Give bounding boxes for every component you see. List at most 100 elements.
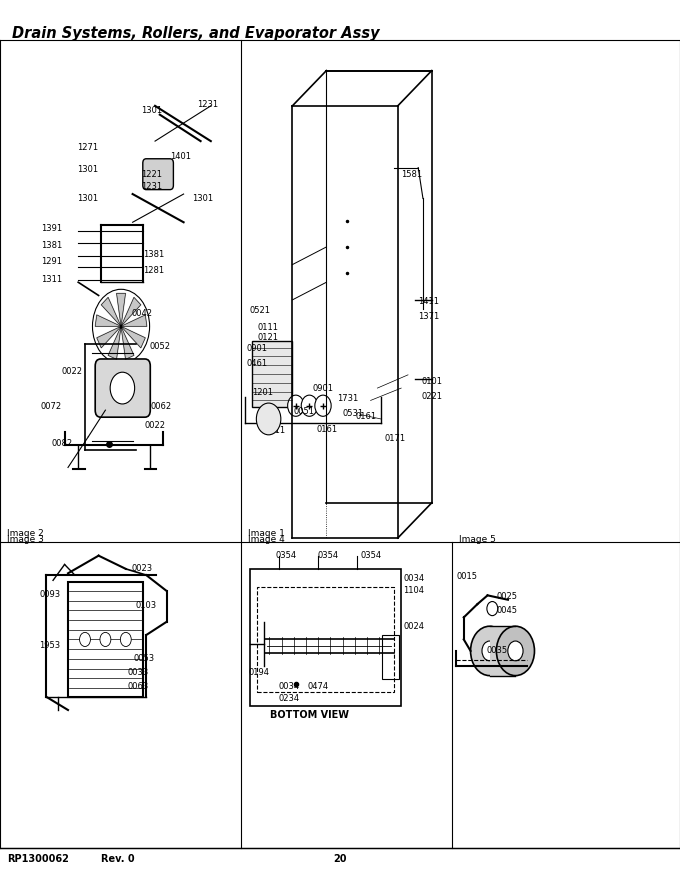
Circle shape <box>508 641 523 661</box>
Text: 1311: 1311 <box>41 275 62 284</box>
Polygon shape <box>101 297 121 326</box>
Text: 0023: 0023 <box>131 564 152 573</box>
Text: 1221: 1221 <box>141 170 162 179</box>
Circle shape <box>80 632 90 647</box>
Bar <box>490 626 515 676</box>
Polygon shape <box>121 326 134 359</box>
Text: 0901: 0901 <box>313 384 334 392</box>
Text: 0121: 0121 <box>257 333 278 342</box>
Text: 0111: 0111 <box>257 323 278 332</box>
Polygon shape <box>121 297 141 326</box>
Text: 0234: 0234 <box>279 694 300 703</box>
Text: Image 4: Image 4 <box>248 535 285 544</box>
Text: Image 1: Image 1 <box>248 529 285 538</box>
Text: 0082: 0082 <box>51 439 72 448</box>
Circle shape <box>256 403 281 435</box>
Text: 0024: 0024 <box>403 622 424 631</box>
Circle shape <box>482 641 497 661</box>
Text: 0053: 0053 <box>133 654 154 663</box>
Text: 0354: 0354 <box>318 551 339 560</box>
Circle shape <box>100 632 111 647</box>
Text: 1301: 1301 <box>192 194 214 203</box>
Circle shape <box>315 395 331 416</box>
Text: 0354: 0354 <box>275 551 296 560</box>
Text: 0194: 0194 <box>249 669 270 677</box>
Text: 0521: 0521 <box>250 306 271 315</box>
Bar <box>250 569 401 706</box>
Polygon shape <box>116 294 126 326</box>
Text: 0035: 0035 <box>486 647 507 655</box>
Text: Image 5: Image 5 <box>459 535 496 544</box>
Polygon shape <box>121 315 147 326</box>
Text: 0033: 0033 <box>128 668 149 676</box>
Text: 0531: 0531 <box>342 409 363 418</box>
Polygon shape <box>121 326 146 348</box>
Text: 0221: 0221 <box>422 392 443 400</box>
Text: 1391: 1391 <box>41 224 62 233</box>
Text: 1301: 1301 <box>77 165 98 174</box>
Text: 1104: 1104 <box>403 586 424 594</box>
Text: 0034: 0034 <box>403 574 424 583</box>
Bar <box>68 582 143 697</box>
Text: 0051: 0051 <box>294 407 315 416</box>
Text: 1381: 1381 <box>143 250 164 258</box>
Text: 1231: 1231 <box>197 100 218 108</box>
Text: 0161: 0161 <box>356 412 377 421</box>
Text: 0161: 0161 <box>316 425 337 434</box>
Bar <box>252 341 292 407</box>
Text: 0093: 0093 <box>39 590 61 599</box>
Text: 1611: 1611 <box>264 426 285 435</box>
Text: 0062: 0062 <box>151 402 172 411</box>
Circle shape <box>288 395 304 416</box>
Text: 1231: 1231 <box>141 182 162 191</box>
Text: Rev. 0: Rev. 0 <box>101 854 134 864</box>
Text: 1371: 1371 <box>418 312 439 321</box>
Bar <box>382 635 399 679</box>
Text: 0025: 0025 <box>496 592 517 601</box>
Text: Drain Systems, Rollers, and Evaporator Assy: Drain Systems, Rollers, and Evaporator A… <box>12 26 380 41</box>
FancyBboxPatch shape <box>143 159 173 190</box>
Text: 0045: 0045 <box>496 606 517 615</box>
Text: 0034: 0034 <box>279 682 300 691</box>
Polygon shape <box>108 326 121 359</box>
Circle shape <box>496 626 534 676</box>
Text: 0022: 0022 <box>144 421 165 430</box>
Circle shape <box>110 372 135 404</box>
Text: 0474: 0474 <box>307 682 328 691</box>
Text: 1401: 1401 <box>170 153 191 161</box>
Text: 1291: 1291 <box>41 258 62 266</box>
Circle shape <box>120 632 131 647</box>
Text: 1581: 1581 <box>401 170 422 179</box>
Polygon shape <box>95 315 121 326</box>
Text: 0103: 0103 <box>136 602 157 610</box>
Text: 0042: 0042 <box>131 309 152 318</box>
Text: 0072: 0072 <box>41 402 62 411</box>
Polygon shape <box>97 326 121 348</box>
Circle shape <box>301 395 318 416</box>
Text: 0052: 0052 <box>150 342 171 351</box>
Text: BOTTOM VIEW: BOTTOM VIEW <box>270 710 349 721</box>
Text: 0354: 0354 <box>360 551 381 560</box>
Text: 0101: 0101 <box>422 377 443 385</box>
Text: 1301: 1301 <box>141 106 163 115</box>
Text: RP1300062: RP1300062 <box>7 854 69 864</box>
Text: 0901: 0901 <box>246 344 267 353</box>
Text: 1301: 1301 <box>77 194 98 203</box>
Circle shape <box>487 602 498 616</box>
Circle shape <box>471 626 509 676</box>
Text: 0015: 0015 <box>457 572 478 581</box>
Text: 1201: 1201 <box>252 388 273 397</box>
FancyBboxPatch shape <box>95 359 150 417</box>
Text: 1381: 1381 <box>41 241 62 250</box>
Text: 0063: 0063 <box>128 682 149 691</box>
Text: 1731: 1731 <box>337 394 358 403</box>
Text: 0461: 0461 <box>246 359 267 368</box>
Text: 1281: 1281 <box>143 266 164 275</box>
Text: 1953: 1953 <box>39 641 61 650</box>
Text: 0022: 0022 <box>61 367 82 376</box>
Text: 0171: 0171 <box>384 434 405 443</box>
Bar <box>257 587 394 692</box>
Text: 1271: 1271 <box>77 143 98 152</box>
Text: Image 2: Image 2 <box>7 529 44 538</box>
Text: 20: 20 <box>333 854 347 864</box>
